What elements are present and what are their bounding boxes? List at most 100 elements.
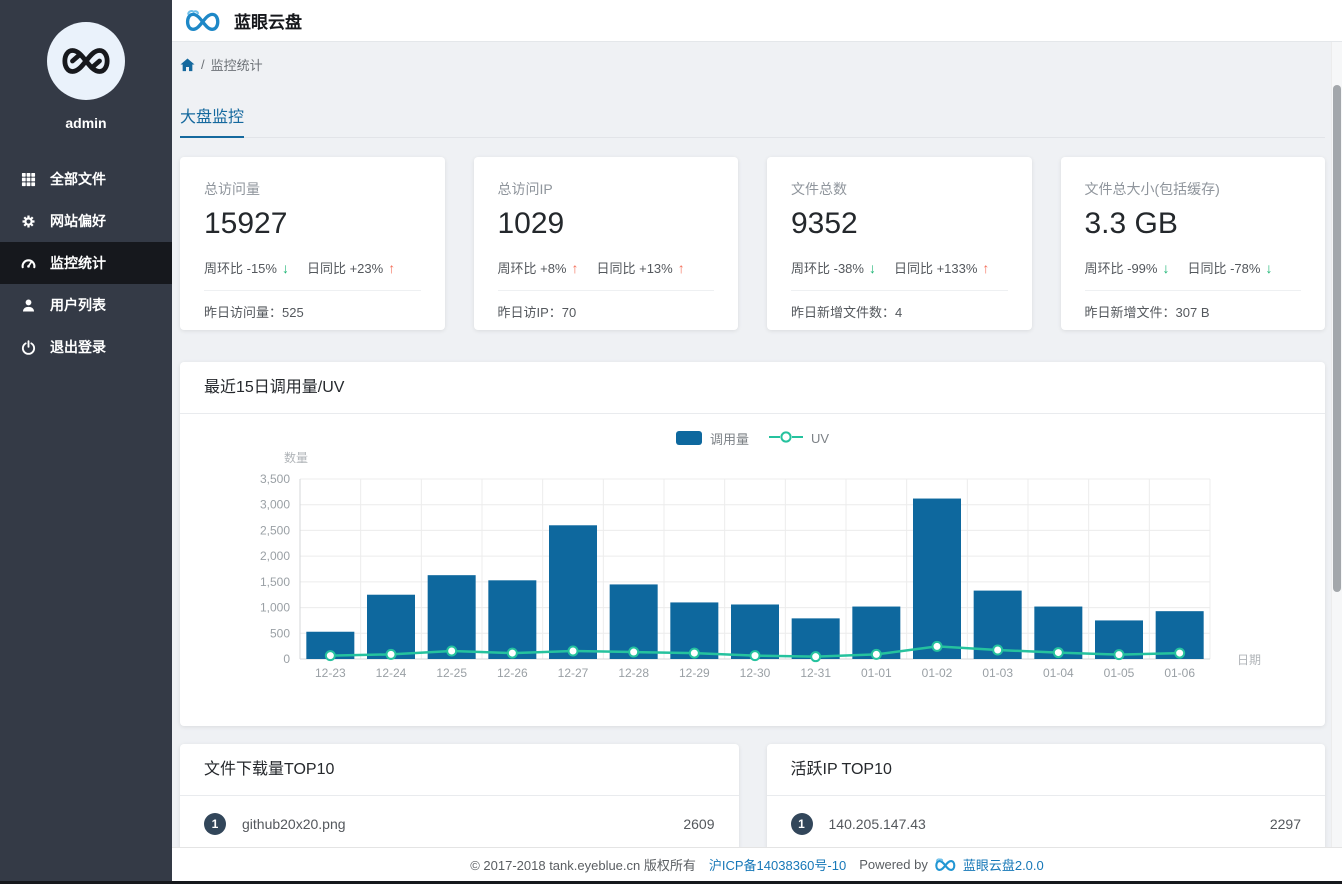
item-name: 140.205.147.43 [828,816,926,832]
arrow-up-icon: ↑ [677,259,685,276]
uv-point-12-31[interactable] [810,651,822,663]
y-tick-label: 2,500 [260,523,290,537]
x-tick-label: 12-27 [558,666,589,680]
avatar [47,22,125,100]
stat-value: 1029 [497,207,565,240]
x-tick-label: 01-01 [861,666,892,680]
y-axis-title: 数量 [284,450,308,465]
uv-chart-card: 最近15日调用量/UV 调用量 UV 0 500 1,000 1,500 2,000 2,5… [180,362,1325,726]
y-tick-label: 1,500 [260,575,290,589]
stat-card-2: 文件总数 9352 周环比 -38% ↓ 日同比 +133% ↑ 昨日新增文件数：4 [767,157,1032,330]
uv-point-01-01[interactable] [870,648,882,660]
grid-icon [21,172,36,187]
brand-version-link[interactable]: 蓝眼云盘2.0.0 [962,858,1044,873]
stat-trends: 周环比 +8% ↑ 日同比 +13% ↑ [498,258,715,277]
list-item: 1 github20x20.png 2609 [180,796,739,847]
y-tick-label: 500 [270,626,290,640]
bar-12-26[interactable] [488,580,537,659]
arrow-up-icon: ↑ [388,259,396,276]
sidebar-item-logout[interactable]: 退出登录 [0,326,172,368]
uv-point-01-06[interactable] [1174,647,1186,659]
bar-swatch [675,431,702,445]
legend-item-calls[interactable]: 调用量 [675,429,749,448]
sidebar-item-users[interactable]: 用户列表 [0,284,172,326]
list-title: 文件下载量TOP10 [180,744,739,796]
uv-point-12-27[interactable] [567,645,579,657]
list-title: 活跃IP TOP10 [766,744,1325,796]
arrow-down-icon: ↓ [1265,259,1273,276]
bar-01-02[interactable] [913,498,961,659]
y-tick-label: 3,500 [260,472,290,486]
footer-logo-icon [935,857,956,871]
uv-point-01-02[interactable] [931,640,943,652]
stat-label: 文件总数 [791,181,847,197]
rank-badge: 1 [204,813,226,835]
uv-point-12-25[interactable] [446,645,458,657]
main-content: / 监控统计 大盘监控 总访问量 15927 周环比 -15% ↓ 日同比 +23% ↑ 昨… [172,42,1342,847]
uv-point-01-03[interactable] [992,644,1004,656]
user-icon [21,298,36,313]
legend-item-uv[interactable]: UV [768,430,830,447]
uv-point-12-23[interactable] [324,650,336,662]
stat-trends: 周环比 -38% ↓ 日同比 +133% ↑ [791,258,1008,277]
bar-12-25[interactable] [427,575,476,659]
x-tick-label: 12-31 [800,666,831,680]
stat-label: 总访问量 [204,181,260,197]
x-tick-label: 12-23 [315,666,346,680]
x-tick-label: 12-29 [679,666,710,680]
uv-point-12-29[interactable] [688,647,700,659]
sidebar-item-monitoring[interactable]: 监控统计 [0,242,172,284]
item-value: 2609 [683,816,715,832]
home-icon[interactable] [180,57,195,72]
x-tick-label: 01-05 [1104,666,1135,680]
stat-divider [204,290,421,291]
scrollbar-thumb[interactable] [1333,85,1341,592]
day-trend: 日同比 +13% ↑ [597,258,685,277]
uv-point-01-04[interactable] [1052,647,1064,659]
x-tick-label: 12-24 [376,666,407,680]
uv-point-12-24[interactable] [385,648,397,660]
week-trend: 周环比 -38% ↓ [791,258,876,277]
stat-label: 总访问IP [497,181,553,197]
power-icon [21,339,36,355]
uv-point-12-28[interactable] [628,646,640,658]
powered-by: Powered by 蓝眼云盘2.0.0 [859,855,1044,874]
arrow-down-icon: ↓ [1162,259,1170,276]
arrow-up-icon: ↑ [571,259,579,276]
stat-label: 文件总大小(包括缓存) [1084,181,1220,197]
username: admin [65,115,107,131]
bar-12-30[interactable] [731,604,779,659]
x-tick-label: 01-02 [922,666,953,680]
legend-label: UV [810,430,830,446]
day-trend: 日同比 -78% ↓ [1187,258,1272,277]
week-trend-text: 周环比 +8% [497,261,567,276]
rank-badge: 1 [790,813,813,835]
stat-footer-label: 昨日访问量： [204,305,283,320]
sidebar-item-label: 退出登录 [50,339,106,355]
y-tick-label: 2,000 [260,549,290,563]
bar-12-27[interactable] [549,525,597,659]
stat-card-3: 文件总大小(包括缓存) 3.3 GB 周环比 -99% ↓ 日同比 -78% ↓ 昨日新增文… [1060,157,1325,330]
breadcrumb-separator: / [201,57,205,72]
dashboard-icon [21,256,36,271]
week-trend: 周环比 +8% ↑ [498,258,579,277]
stat-trends: 周环比 -15% ↓ 日同比 +23% ↑ [204,258,421,277]
page-title: 蓝眼云盘 [234,13,302,32]
stat-footer-value: 4 [895,305,903,320]
sidebar-item-all-files[interactable]: 全部文件 [0,158,172,200]
day-trend-text: 日同比 -78% [1187,261,1261,276]
x-tick-label: 12-25 [436,666,467,680]
uv-point-01-05[interactable] [1113,649,1125,661]
tab-dashboard-monitor[interactable]: 大盘监控 [180,103,245,138]
scrollbar-track[interactable] [1331,42,1342,847]
uv-point-12-26[interactable] [506,647,518,659]
stat-footer: 昨日新增文件数：4 [791,291,1008,321]
bar-12-24[interactable] [367,594,415,659]
icp-link[interactable]: 沪ICP备14038360号-10 [708,858,847,873]
day-trend: 日同比 +133% ↑ [894,258,989,277]
x-tick-label: 12-30 [740,666,771,680]
sidebar-item-preferences[interactable]: 网站偏好 [0,200,172,242]
week-trend: 周环比 -99% ↓ [1085,258,1170,277]
uv-point-12-30[interactable] [749,650,761,662]
